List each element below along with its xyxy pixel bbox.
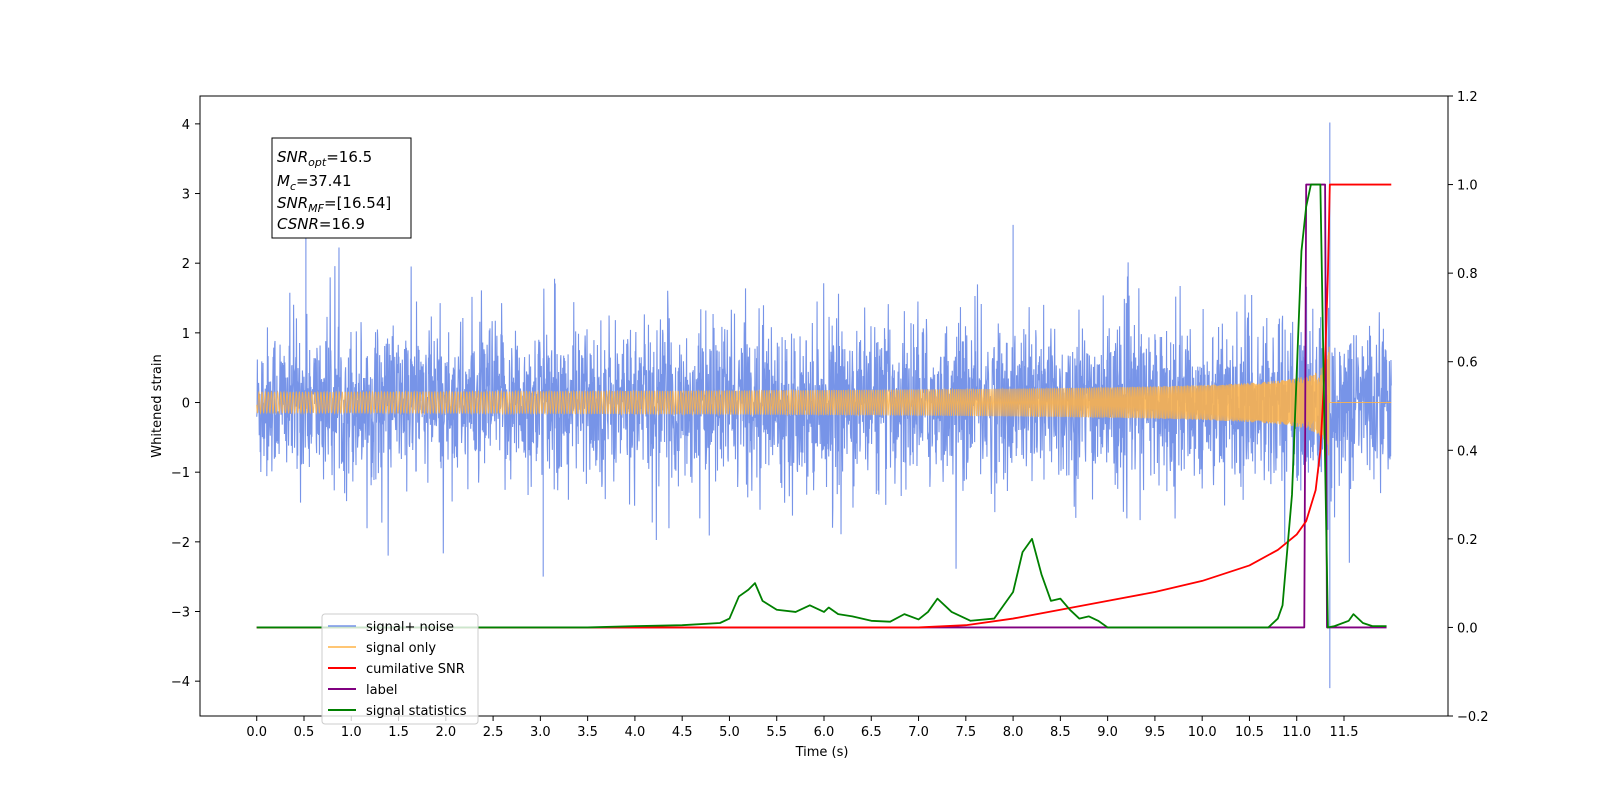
x-tick-label: 5.5 bbox=[766, 725, 787, 740]
annotation-line-1: SNRopt=16.5 bbox=[277, 148, 372, 169]
x-tick-label: 8.5 bbox=[1050, 725, 1071, 740]
y-right-tick-label: 0.4 bbox=[1457, 444, 1478, 459]
legend-entry-label: label bbox=[366, 683, 397, 698]
legend-frame bbox=[321, 613, 479, 725]
annotation-line-3: SNRMF=[16.54] bbox=[277, 194, 391, 215]
x-tick-label: 4.5 bbox=[672, 725, 693, 740]
y-left-tick-label: 4 bbox=[182, 118, 190, 133]
y-right-tick-label: 1.0 bbox=[1457, 179, 1478, 194]
y-left-tick-label: −3 bbox=[171, 606, 190, 621]
x-tick-label: 9.5 bbox=[1145, 725, 1166, 740]
y-left-tick-label: 1 bbox=[182, 327, 190, 342]
y-left-tick-label: 2 bbox=[182, 257, 190, 272]
y-axis-left: 4 3 2 1 0 −1 −2 −3 −4 bbox=[171, 118, 200, 690]
y-left-tick-label: −2 bbox=[171, 536, 190, 551]
x-tick-label: 6.5 bbox=[861, 725, 882, 740]
x-tick-label: 0.0 bbox=[246, 725, 267, 740]
x-axis: 0.0 0.5 1.0 1.5 2.0 2.5 3.0 3.5 4.0 4.5 5.0 5.5 6.0 6… bbox=[246, 716, 1358, 740]
legend-entry-label: cumilative SNR bbox=[366, 662, 465, 677]
legend: signal+ noise signal only cumilative SNR la… bbox=[321, 613, 479, 725]
x-tick-label: 2.0 bbox=[435, 725, 456, 740]
y-left-tick-label: −4 bbox=[171, 675, 190, 690]
annotation-line-2: Mc=37.41 bbox=[277, 172, 352, 193]
x-tick-label: 1.0 bbox=[341, 725, 362, 740]
x-axis-label: Time (s) bbox=[795, 745, 849, 760]
y-right-tick-label: 1.2 bbox=[1457, 90, 1478, 105]
y-axis-right: 1.2 1.0 0.8 0.6 0.4 0.2 0.0 −0.2 bbox=[1448, 90, 1489, 725]
x-tick-label: 10.5 bbox=[1235, 725, 1264, 740]
y-axis-label-left: Whitened strain bbox=[150, 354, 165, 457]
x-tick-label: 1.5 bbox=[388, 725, 409, 740]
annotation-box: SNRopt=16.5 Mc=37.41 SNRMF=[16.54] CSNR=… bbox=[271, 137, 412, 239]
y-right-tick-label: 0.0 bbox=[1457, 621, 1478, 636]
y-right-tick-label: −0.2 bbox=[1457, 710, 1489, 725]
x-tick-label: 7.0 bbox=[908, 725, 929, 740]
y-right-tick-label: 0.6 bbox=[1457, 356, 1478, 371]
legend-entry-label: signal+ noise bbox=[366, 620, 454, 635]
annotation-frame bbox=[271, 137, 412, 239]
x-tick-label: 8.0 bbox=[1003, 725, 1024, 740]
x-tick-label: 11.5 bbox=[1330, 725, 1359, 740]
series-signal-only bbox=[256, 346, 1392, 456]
y-right-tick-label: 0.2 bbox=[1457, 533, 1478, 548]
y-left-tick-label: 0 bbox=[182, 397, 190, 412]
x-tick-label: 0.5 bbox=[294, 725, 315, 740]
series-cumulative-snr bbox=[256, 183, 1392, 629]
series-signal-statistics bbox=[256, 183, 1387, 629]
x-tick-label: 3.5 bbox=[577, 725, 598, 740]
x-tick-label: 4.0 bbox=[625, 725, 646, 740]
y-left-tick-label: 3 bbox=[182, 188, 190, 203]
annotation-line-4: CSNR=16.9 bbox=[277, 215, 365, 233]
series-layer bbox=[256, 122, 1392, 689]
legend-entry-label: signal only bbox=[366, 641, 436, 656]
legend-entry-label: signal statistics bbox=[366, 704, 467, 719]
x-tick-label: 7.5 bbox=[955, 725, 976, 740]
x-tick-label: 11.0 bbox=[1282, 725, 1311, 740]
x-tick-label: 5.0 bbox=[719, 725, 740, 740]
y-left-tick-label: −1 bbox=[171, 466, 190, 481]
y-right-tick-label: 0.8 bbox=[1457, 267, 1478, 282]
x-tick-label: 10.0 bbox=[1188, 725, 1217, 740]
x-tick-label: 9.0 bbox=[1097, 725, 1118, 740]
x-tick-label: 6.0 bbox=[814, 725, 835, 740]
x-tick-label: 3.0 bbox=[530, 725, 551, 740]
x-tick-label: 2.5 bbox=[483, 725, 504, 740]
